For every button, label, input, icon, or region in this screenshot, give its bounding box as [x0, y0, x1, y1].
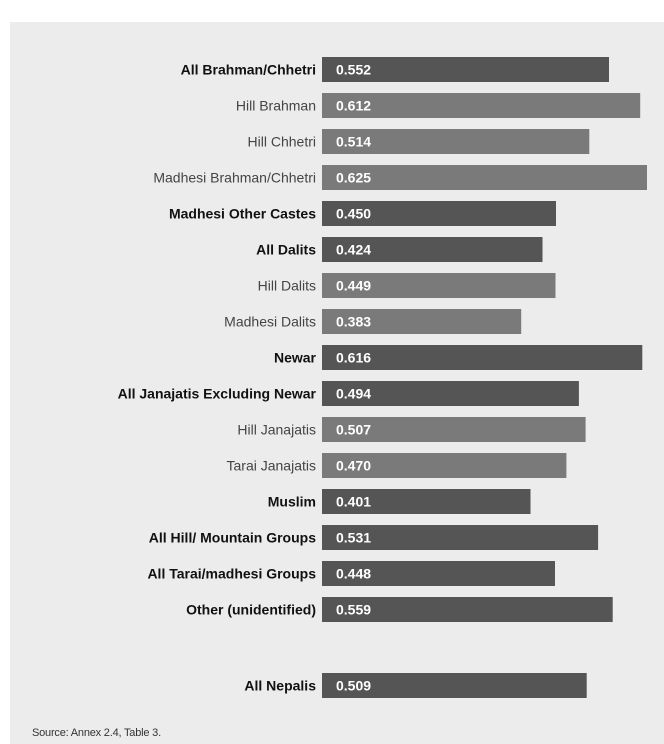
category-label: All Janajatis Excluding Newar: [118, 386, 317, 402]
bar: [322, 597, 613, 622]
data-label: 0.449: [336, 278, 371, 294]
data-label: 0.625: [336, 170, 371, 186]
category-label: Muslim: [268, 494, 316, 510]
category-label: All Dalits: [256, 242, 316, 258]
bar: [322, 453, 567, 478]
bar: [322, 129, 590, 154]
category-label: Hill Dalits: [258, 278, 316, 294]
category-label: Newar: [274, 350, 317, 366]
category-label: Other (unidentified): [186, 602, 316, 618]
data-label: 0.616: [336, 350, 371, 366]
bar: [322, 381, 579, 406]
category-label: Tarai Janajatis: [227, 458, 317, 474]
data-label: 0.612: [336, 98, 371, 114]
bar: [322, 345, 643, 370]
bar: [322, 561, 555, 586]
bar: [322, 237, 543, 262]
bar: [322, 93, 641, 118]
data-label: 0.470: [336, 458, 371, 474]
category-label: Hill Brahman: [236, 98, 316, 114]
category-label: All Hill/ Mountain Groups: [149, 530, 316, 546]
bar: [322, 417, 586, 442]
data-label: 0.401: [336, 494, 371, 510]
data-label: 0.507: [336, 422, 371, 438]
data-label: 0.383: [336, 314, 371, 330]
category-label: All Nepalis: [244, 678, 316, 694]
category-label: Madhesi Brahman/Chhetri: [153, 170, 316, 186]
bar: [322, 57, 609, 82]
data-label: 0.509: [336, 678, 371, 694]
bar: [322, 489, 531, 514]
data-label: 0.559: [336, 602, 371, 618]
bar: [322, 309, 522, 334]
data-label: 0.448: [336, 566, 371, 582]
data-label: 0.450: [336, 206, 371, 222]
data-label: 0.531: [336, 530, 371, 546]
bar: [322, 525, 599, 550]
data-label: 0.424: [336, 242, 371, 258]
category-label: Madhesi Dalits: [224, 314, 316, 330]
data-label: 0.552: [336, 62, 371, 78]
source-note: Source: Annex 2.4, Table 3.: [32, 727, 161, 739]
bar: [322, 201, 556, 226]
category-label: All Tarai/madhesi Groups: [147, 566, 316, 582]
category-label: Madhesi Other Castes: [169, 206, 316, 222]
bar: [322, 165, 647, 190]
bar: [322, 273, 556, 298]
bar: [322, 673, 587, 698]
data-label: 0.514: [336, 134, 371, 150]
data-label: 0.494: [336, 386, 371, 402]
category-label: All Brahman/Chhetri: [181, 62, 316, 78]
category-label: Hill Chhetri: [248, 134, 316, 150]
category-label: Hill Janajatis: [237, 422, 316, 438]
